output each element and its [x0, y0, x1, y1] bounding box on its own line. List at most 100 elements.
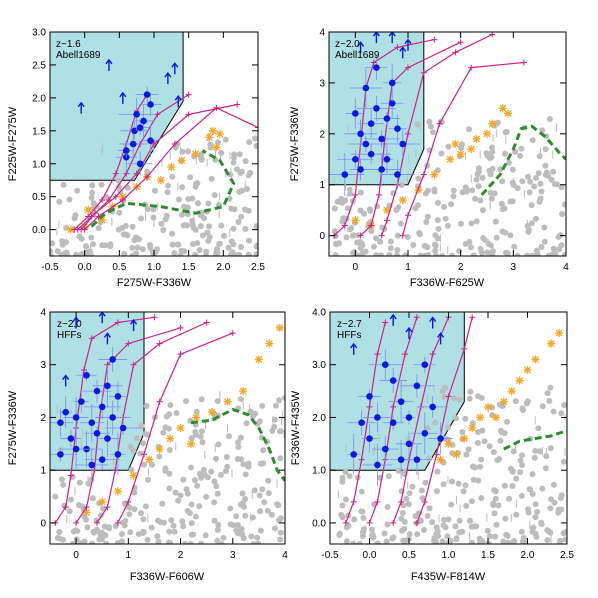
- field-galaxy-point: [50, 240, 56, 247]
- high-z-point: [366, 393, 373, 400]
- field-galaxy-point: [490, 502, 497, 509]
- field-galaxy-point: [336, 530, 343, 537]
- high-z-point: [367, 150, 375, 158]
- field-galaxy-point: [518, 492, 525, 499]
- field-galaxy-point: [245, 251, 252, 256]
- field-galaxy-point: [424, 244, 431, 250]
- field-galaxy-point: [343, 538, 350, 544]
- field-galaxy-point: [489, 252, 496, 256]
- high-z-point: [147, 101, 154, 108]
- field-galaxy-point: [563, 528, 567, 535]
- field-galaxy-point: [102, 532, 109, 539]
- field-galaxy-point: [192, 251, 199, 256]
- high-z-point: [83, 371, 90, 379]
- field-galaxy-point: [421, 527, 427, 533]
- field-galaxy-point: [207, 141, 214, 148]
- x-tick-label: 0.0: [363, 550, 377, 561]
- field-galaxy-point: [195, 200, 201, 207]
- model-track-point: [420, 171, 427, 178]
- field-galaxy-point: [66, 196, 73, 203]
- field-galaxy-point: [529, 471, 536, 478]
- field-galaxy-point: [557, 495, 564, 501]
- field-galaxy-point: [273, 402, 279, 409]
- field-galaxy-point: [531, 183, 538, 190]
- high-z-point: [362, 140, 370, 148]
- field-galaxy-point: [253, 251, 258, 256]
- field-galaxy-point: [140, 529, 147, 536]
- field-galaxy-point: [543, 169, 550, 176]
- field-galaxy-point: [184, 204, 191, 211]
- field-galaxy-point: [544, 390, 551, 397]
- field-galaxy-point: [455, 480, 462, 487]
- high-z-point: [133, 111, 140, 118]
- plot-inner: [50, 32, 258, 256]
- field-galaxy-point: [230, 159, 237, 166]
- model-track-point: [382, 319, 389, 326]
- panel-label-line2: Abell1689: [56, 50, 101, 61]
- field-galaxy-point: [129, 223, 136, 230]
- low-z-point: [498, 104, 507, 113]
- high-z-point: [437, 435, 444, 442]
- lower-limit-arrow: [164, 71, 172, 85]
- field-galaxy-point: [487, 189, 494, 196]
- field-galaxy-point: [485, 540, 492, 544]
- field-galaxy-point: [492, 495, 499, 502]
- high-z-point: [394, 171, 401, 178]
- field-galaxy-point: [137, 450, 144, 457]
- field-galaxy-point: [246, 237, 252, 244]
- y-tick-label: 1.0: [312, 466, 326, 477]
- field-galaxy-point: [197, 433, 204, 440]
- field-galaxy-point: [164, 189, 171, 196]
- field-galaxy-point: [50, 248, 54, 255]
- field-galaxy-point: [399, 510, 406, 516]
- field-galaxy-point: [158, 220, 165, 227]
- model-track-point: [431, 36, 438, 43]
- low-z-point: [208, 126, 217, 135]
- field-galaxy-point: [261, 499, 268, 506]
- model-track-point: [489, 32, 496, 38]
- field-galaxy-point: [339, 502, 346, 509]
- field-galaxy-point: [212, 252, 219, 256]
- field-galaxy-point: [198, 212, 205, 219]
- field-galaxy-point: [89, 189, 96, 196]
- field-galaxy-point: [272, 525, 278, 532]
- lower-limit-arrow: [105, 58, 113, 71]
- field-galaxy-point: [381, 530, 388, 537]
- field-galaxy-point: [373, 235, 379, 242]
- field-galaxy-point: [450, 187, 457, 194]
- field-galaxy-point: [429, 129, 436, 136]
- field-galaxy-point: [167, 402, 174, 409]
- field-galaxy-point: [162, 216, 169, 223]
- field-galaxy-point: [177, 252, 184, 256]
- low-z-point: [414, 185, 423, 194]
- high-z-point: [57, 419, 64, 427]
- field-galaxy-point: [180, 476, 187, 483]
- field-galaxy-point: [347, 190, 354, 197]
- high-z-point: [93, 429, 101, 437]
- field-galaxy-point: [183, 398, 189, 405]
- field-galaxy-point: [434, 217, 441, 224]
- field-galaxy-point: [559, 211, 566, 217]
- field-galaxy-point: [155, 517, 161, 524]
- y-tick-label: 3.0: [312, 360, 326, 371]
- field-galaxy-point: [60, 251, 67, 256]
- field-galaxy-point: [395, 467, 402, 474]
- field-galaxy-point: [98, 181, 105, 188]
- y-tick-label: 3: [319, 78, 325, 89]
- field-galaxy-point: [88, 252, 95, 256]
- field-galaxy-point: [459, 429, 466, 435]
- low-z-point: [129, 471, 138, 480]
- high-z-point: [405, 414, 413, 421]
- high-z-point: [405, 440, 413, 448]
- field-galaxy-point: [404, 234, 411, 240]
- panel-label-line2: HFFs: [57, 330, 81, 341]
- low-z-point: [531, 355, 540, 364]
- field-galaxy-point: [539, 403, 546, 410]
- field-galaxy-point: [434, 528, 441, 535]
- field-galaxy-point: [277, 529, 284, 536]
- y-axis-label: F275W-F336W: [289, 106, 301, 181]
- lower-limit-arrow: [405, 326, 413, 340]
- field-galaxy-point: [458, 220, 464, 227]
- model-track-point: [405, 130, 411, 137]
- field-galaxy-point: [412, 205, 419, 212]
